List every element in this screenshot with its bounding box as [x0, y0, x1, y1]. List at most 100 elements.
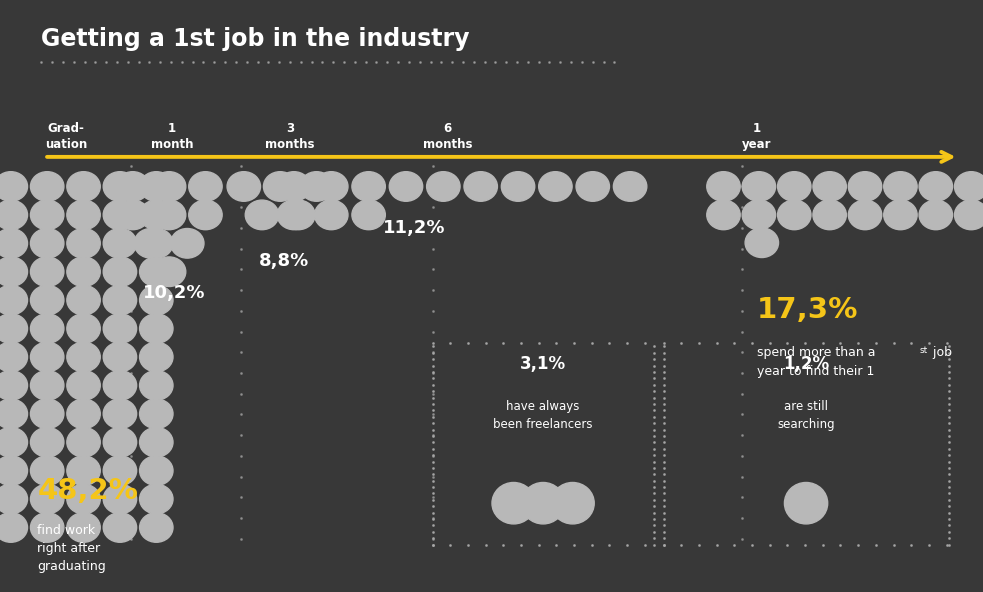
Ellipse shape: [30, 257, 64, 287]
Ellipse shape: [464, 172, 497, 201]
Ellipse shape: [884, 172, 917, 201]
Ellipse shape: [67, 427, 100, 457]
Ellipse shape: [103, 285, 137, 315]
Text: 1
year: 1 year: [742, 122, 772, 151]
Ellipse shape: [0, 342, 28, 372]
Ellipse shape: [813, 172, 846, 201]
Ellipse shape: [189, 172, 222, 201]
Ellipse shape: [0, 229, 28, 258]
Ellipse shape: [140, 456, 173, 485]
Ellipse shape: [67, 257, 100, 287]
Text: Grad-
uation: Grad- uation: [45, 122, 87, 151]
Ellipse shape: [0, 456, 28, 485]
Ellipse shape: [389, 172, 423, 201]
Ellipse shape: [103, 200, 137, 230]
Ellipse shape: [300, 172, 333, 201]
Ellipse shape: [0, 427, 28, 457]
Text: 11,2%: 11,2%: [383, 219, 446, 237]
Ellipse shape: [848, 172, 882, 201]
Ellipse shape: [0, 314, 28, 343]
Text: have always
been freelancers: have always been freelancers: [493, 400, 593, 430]
Ellipse shape: [0, 371, 28, 400]
Ellipse shape: [67, 513, 100, 542]
Ellipse shape: [813, 200, 846, 230]
Ellipse shape: [550, 482, 594, 524]
Ellipse shape: [140, 513, 173, 542]
Ellipse shape: [103, 314, 137, 343]
Ellipse shape: [116, 200, 149, 230]
Ellipse shape: [152, 200, 186, 230]
Ellipse shape: [140, 427, 173, 457]
Text: 8,8%: 8,8%: [259, 252, 309, 269]
Ellipse shape: [954, 172, 983, 201]
Ellipse shape: [67, 342, 100, 372]
Ellipse shape: [140, 285, 173, 315]
Text: Getting a 1st job in the industry: Getting a 1st job in the industry: [41, 27, 470, 51]
Ellipse shape: [0, 257, 28, 287]
Ellipse shape: [30, 172, 64, 201]
Text: 1
month: 1 month: [150, 122, 194, 151]
Text: 3,1%: 3,1%: [520, 355, 566, 373]
Ellipse shape: [140, 314, 173, 343]
Ellipse shape: [67, 200, 100, 230]
Ellipse shape: [707, 200, 740, 230]
Ellipse shape: [140, 371, 173, 400]
Ellipse shape: [67, 229, 100, 258]
Ellipse shape: [742, 172, 776, 201]
Ellipse shape: [103, 172, 137, 201]
Ellipse shape: [103, 427, 137, 457]
Ellipse shape: [576, 172, 609, 201]
Ellipse shape: [103, 342, 137, 372]
Ellipse shape: [848, 200, 882, 230]
Ellipse shape: [30, 513, 64, 542]
Ellipse shape: [30, 229, 64, 258]
Ellipse shape: [919, 172, 953, 201]
Ellipse shape: [778, 172, 811, 201]
Ellipse shape: [134, 229, 167, 258]
Ellipse shape: [103, 229, 137, 258]
Ellipse shape: [67, 285, 100, 315]
Ellipse shape: [30, 456, 64, 485]
Ellipse shape: [954, 200, 983, 230]
Ellipse shape: [67, 399, 100, 429]
Ellipse shape: [784, 482, 828, 524]
Ellipse shape: [281, 200, 315, 230]
Ellipse shape: [919, 200, 953, 230]
Ellipse shape: [152, 172, 186, 201]
Ellipse shape: [0, 484, 28, 514]
Ellipse shape: [521, 482, 564, 524]
Ellipse shape: [277, 200, 311, 230]
Ellipse shape: [778, 200, 811, 230]
Ellipse shape: [189, 200, 222, 230]
Ellipse shape: [140, 200, 173, 230]
Ellipse shape: [140, 342, 173, 372]
Ellipse shape: [742, 200, 776, 230]
Ellipse shape: [315, 200, 348, 230]
Ellipse shape: [0, 172, 28, 201]
Ellipse shape: [103, 371, 137, 400]
Ellipse shape: [0, 200, 28, 230]
Text: are still
searching: are still searching: [778, 400, 835, 430]
Ellipse shape: [245, 200, 279, 230]
Ellipse shape: [227, 172, 260, 201]
Ellipse shape: [140, 257, 173, 287]
Text: 48,2%: 48,2%: [37, 477, 139, 504]
Text: 10,2%: 10,2%: [143, 284, 205, 302]
Text: find work
right after
graduating: find work right after graduating: [37, 524, 106, 573]
Ellipse shape: [67, 172, 100, 201]
Ellipse shape: [140, 229, 173, 258]
Ellipse shape: [707, 172, 740, 201]
Ellipse shape: [67, 371, 100, 400]
Ellipse shape: [140, 484, 173, 514]
Ellipse shape: [171, 229, 204, 258]
Text: 6
months: 6 months: [423, 122, 472, 151]
Text: 17,3%: 17,3%: [757, 296, 858, 324]
Ellipse shape: [0, 399, 28, 429]
Text: st: st: [919, 346, 927, 355]
Ellipse shape: [103, 484, 137, 514]
Ellipse shape: [30, 342, 64, 372]
Ellipse shape: [140, 399, 173, 429]
Ellipse shape: [884, 200, 917, 230]
Ellipse shape: [30, 314, 64, 343]
Text: 3
months: 3 months: [265, 122, 315, 151]
